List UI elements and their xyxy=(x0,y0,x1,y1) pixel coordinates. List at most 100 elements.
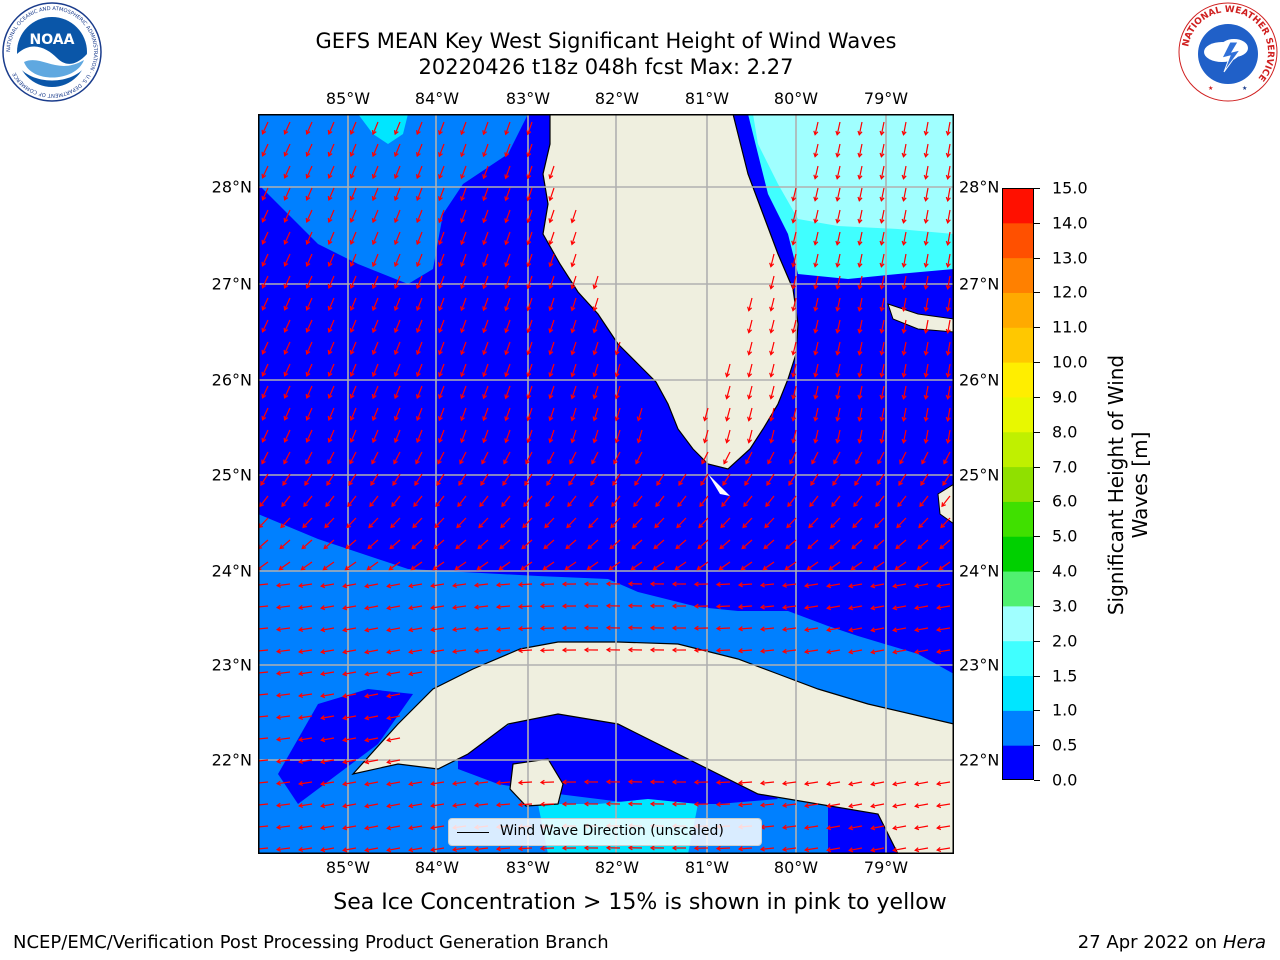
wave-direction-arrowhead xyxy=(548,196,554,202)
wave-direction-arrow xyxy=(748,407,753,421)
wave-direction-arrowhead xyxy=(327,327,333,334)
wave-direction-arrowhead xyxy=(473,846,479,852)
wave-direction-arrowhead xyxy=(438,240,443,246)
wave-direction-arrow xyxy=(299,781,313,785)
wave-direction-arrow xyxy=(475,781,489,785)
wave-direction-arrow xyxy=(770,341,775,355)
wave-direction-arrowhead xyxy=(455,544,461,550)
wave-direction-arrowhead xyxy=(737,780,743,786)
wave-direction-arrow xyxy=(412,517,423,528)
wave-direction-arrowhead xyxy=(570,350,576,356)
wave-direction-arrow xyxy=(814,121,819,135)
wave-direction-arrow xyxy=(615,429,621,443)
wave-direction-arrow xyxy=(527,407,533,421)
wave-direction-arrowhead xyxy=(504,306,510,312)
wave-direction-arrow xyxy=(785,539,797,549)
wave-direction-arrowhead xyxy=(371,129,377,136)
wave-direction-arrowhead xyxy=(715,603,721,610)
colorbar-tick-mark xyxy=(1034,745,1040,747)
wave-direction-arrowhead xyxy=(923,372,929,378)
wave-direction-arrowhead xyxy=(415,350,421,356)
wave-direction-arrowhead xyxy=(879,284,885,290)
wave-direction-arrow xyxy=(321,803,335,807)
wave-direction-arrowhead xyxy=(945,350,951,356)
wave-direction-arrow xyxy=(738,583,753,586)
wave-direction-arrow xyxy=(880,297,885,311)
wave-direction-arrowhead xyxy=(561,801,567,807)
wave-direction-arrow xyxy=(345,539,357,549)
wave-direction-arrowhead xyxy=(870,847,876,853)
wave-direction-arrow xyxy=(460,143,467,157)
wave-direction-arrowhead xyxy=(892,649,898,655)
wave-direction-arrowhead xyxy=(879,416,885,422)
wave-direction-arrowhead xyxy=(349,151,355,158)
wave-direction-arrow xyxy=(748,429,753,443)
wave-direction-arrowhead xyxy=(526,262,532,268)
wave-direction-arrow xyxy=(565,539,577,549)
wave-direction-arrowhead xyxy=(349,459,354,465)
wave-direction-arrowhead xyxy=(936,649,942,655)
wave-direction-arrow xyxy=(499,539,511,549)
wave-direction-arrowhead xyxy=(545,502,550,508)
wave-direction-arrow xyxy=(301,539,313,549)
wave-direction-arrowhead xyxy=(791,394,797,400)
wave-direction-arrow xyxy=(496,847,511,850)
wave-direction-arrowhead xyxy=(393,218,399,224)
wave-direction-arrowhead xyxy=(283,459,288,465)
wave-direction-arrowhead xyxy=(261,371,267,377)
colorbar-tick-label: 15.0 xyxy=(1052,178,1088,198)
wave-direction-arrow xyxy=(389,539,401,549)
wave-direction-arrow xyxy=(438,275,445,289)
wave-direction-arrowhead xyxy=(438,196,443,202)
wave-direction-arrowhead xyxy=(835,196,841,202)
wave-direction-arrowhead xyxy=(342,715,348,721)
wave-direction-arrowhead xyxy=(327,151,333,158)
wave-direction-arrowhead xyxy=(408,847,414,853)
wave-direction-arrow xyxy=(350,407,357,421)
wave-direction-arrowhead xyxy=(495,582,501,588)
wave-direction-arrow xyxy=(328,231,335,245)
wave-direction-arrow xyxy=(453,605,467,609)
wave-direction-arrow xyxy=(482,165,489,179)
wave-direction-arrow xyxy=(571,363,577,377)
wave-direction-arrow xyxy=(893,803,907,808)
wave-direction-arrowhead xyxy=(305,415,311,421)
wave-direction-arrow xyxy=(299,803,313,807)
wave-direction-arrowhead xyxy=(438,438,443,444)
wave-direction-arrow xyxy=(343,605,357,609)
wave-direction-arrowhead xyxy=(605,647,611,653)
wave-direction-arrow xyxy=(394,297,401,311)
wave-direction-arrowhead xyxy=(364,781,370,787)
wave-direction-arrowhead xyxy=(415,196,421,202)
wave-direction-arrow xyxy=(549,275,555,289)
wave-direction-arrow xyxy=(549,385,555,399)
wave-direction-arrow xyxy=(306,341,313,355)
wave-direction-arrowhead xyxy=(564,565,570,571)
wave-direction-arrowhead xyxy=(349,173,355,180)
wave-direction-arrow xyxy=(792,187,797,201)
wave-direction-arrowhead xyxy=(435,502,440,508)
wave-direction-arrowhead xyxy=(614,438,620,444)
wave-direction-arrowhead xyxy=(892,583,898,589)
wave-direction-arrow xyxy=(284,187,291,201)
wave-direction-arrow xyxy=(416,121,423,135)
wave-direction-arrowhead xyxy=(364,605,370,611)
wave-direction-arrowhead xyxy=(371,261,377,268)
wave-direction-arrow xyxy=(925,297,929,311)
wave-direction-arrow xyxy=(258,715,269,718)
wave-direction-arrowhead xyxy=(393,152,399,158)
wave-direction-arrow xyxy=(505,253,511,267)
wave-direction-arrowhead xyxy=(526,130,532,136)
wave-direction-arrowhead xyxy=(676,523,682,529)
wave-direction-arrowhead xyxy=(610,523,616,529)
wave-direction-arrow xyxy=(328,121,335,135)
wave-direction-arrow xyxy=(875,495,885,507)
wave-direction-arrow xyxy=(258,627,269,630)
wave-direction-arrowhead xyxy=(369,502,374,508)
wave-direction-arrowhead xyxy=(327,173,333,180)
wave-direction-arrow xyxy=(435,495,445,507)
wave-direction-arrowhead xyxy=(570,372,576,378)
wave-direction-arrowhead xyxy=(261,261,267,267)
wave-direction-arrowhead xyxy=(655,502,660,508)
wave-direction-arrow xyxy=(902,385,907,399)
